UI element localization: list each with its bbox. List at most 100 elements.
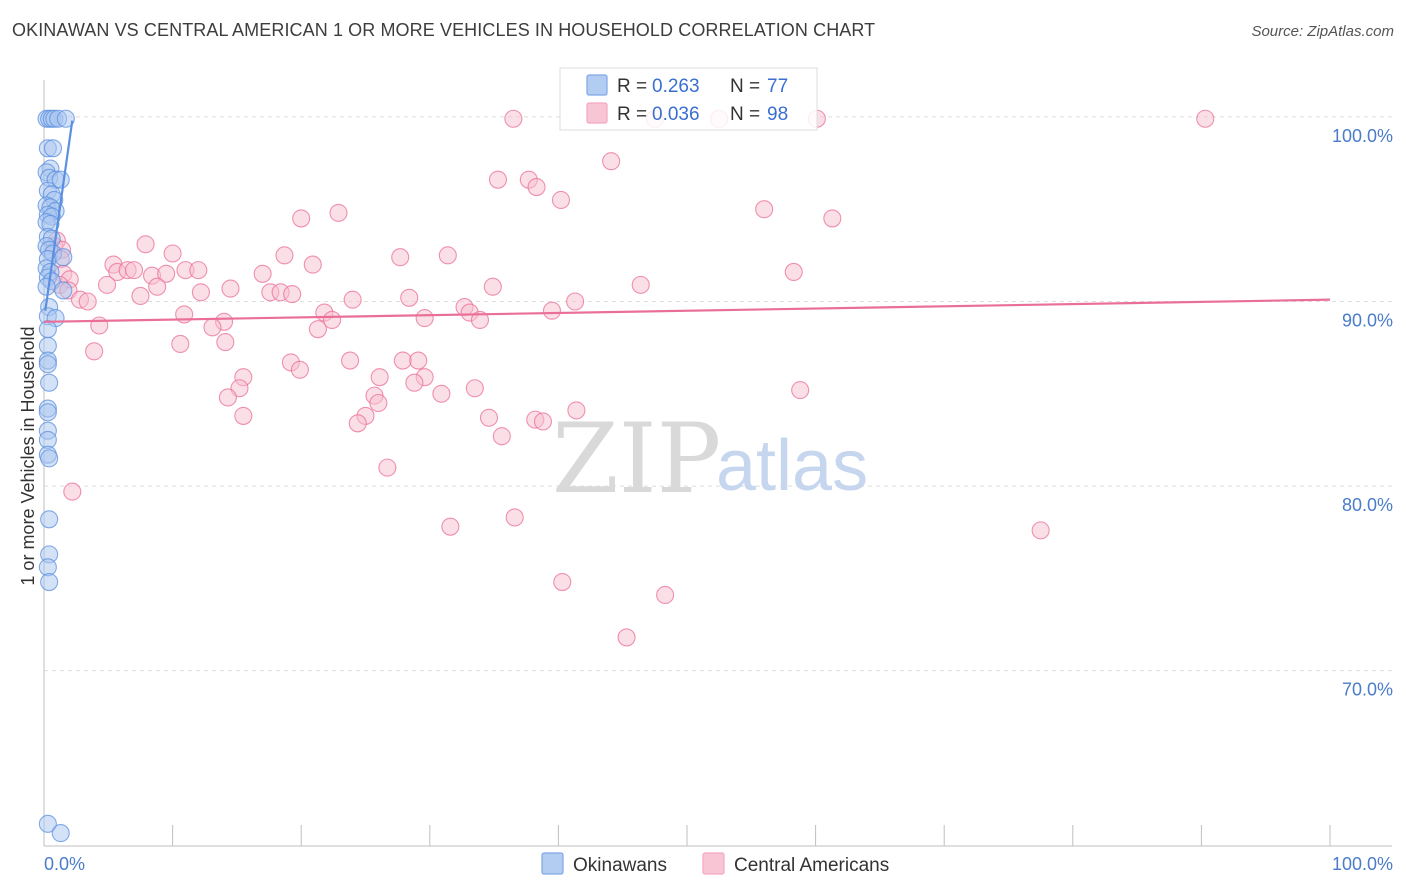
- series-0-point-42: [38, 355, 57, 374]
- series-1-point-93: [63, 482, 82, 501]
- series-1-point-94: [505, 508, 524, 527]
- series-0-point-53: [40, 573, 59, 592]
- series-1-point-89: [533, 412, 553, 431]
- series-1-point-81: [432, 384, 451, 403]
- series-0-point-34: [37, 277, 56, 296]
- series-1-point-46: [283, 285, 302, 304]
- series-1-point-8: [527, 178, 546, 197]
- series-1-point-0: [504, 109, 523, 128]
- series-1-point-4: [1196, 109, 1215, 128]
- series-0-point-45: [38, 403, 57, 422]
- series-0-point-35: [54, 281, 73, 300]
- central-americans-legend-swatch: [586, 102, 608, 124]
- series-1-point-9: [551, 190, 571, 210]
- series-1-point-97: [553, 573, 572, 592]
- legend-r-value-central-americans: 0.036: [652, 104, 700, 125]
- series-1-point-6: [488, 170, 508, 189]
- stats-legend: R = 0.263 N = 77 R = 0.036 N = 98: [559, 67, 818, 131]
- series-0-point-49: [40, 449, 59, 468]
- series-0-point-43: [40, 373, 59, 392]
- series-1-point-27: [124, 261, 144, 280]
- okinawans-series-label: Okinawans: [573, 855, 667, 876]
- series-0-point-29: [54, 248, 73, 267]
- series-1-point-92: [378, 458, 397, 477]
- series-0-point-39: [38, 320, 57, 339]
- series-1-point-72: [290, 360, 309, 379]
- series-1-point-29: [157, 264, 176, 283]
- central-americans-series-label: Central Americans: [734, 855, 889, 876]
- y-axis-tick-labels: 100.0% 90.0% 80.0% 70.0%: [1332, 126, 1393, 700]
- series-1-point-32: [253, 264, 272, 283]
- series-1-point-49: [131, 286, 150, 306]
- series-1-point-67: [85, 342, 104, 361]
- series-1-point-70: [393, 351, 412, 370]
- y-tick-label-3: 70.0%: [1342, 680, 1393, 700]
- series-1-point-95: [441, 517, 460, 536]
- series-1-point-52: [566, 292, 585, 311]
- series-1-point-78: [465, 379, 484, 398]
- y-tick-label-2: 80.0%: [1342, 495, 1393, 515]
- series-1-point-62: [90, 316, 109, 335]
- series-1-point-10: [755, 200, 774, 219]
- series-0-point-5: [56, 109, 75, 128]
- series-1-point-76: [405, 373, 424, 392]
- series-1-point-83: [567, 401, 586, 420]
- series-1-point-21: [438, 246, 457, 265]
- series-0-point-55: [51, 824, 70, 843]
- series-1-point-50: [343, 290, 362, 309]
- series-0-trendline: [44, 120, 74, 311]
- x-axis-ticks: [172, 825, 1331, 846]
- legend-r-label-okinawans: R =: [617, 76, 647, 97]
- series-1-point-74: [370, 368, 389, 387]
- legend-n-label-central-americans: N =: [730, 104, 760, 125]
- series-1-point-33: [784, 262, 803, 282]
- chart-title: OKINAWAN VS CENTRAL AMERICAN 1 OR MORE V…: [12, 20, 876, 40]
- series-1-point-64: [308, 320, 327, 339]
- y-tick-label-1: 90.0%: [1342, 310, 1393, 330]
- series-1-point-79: [218, 388, 237, 407]
- series-1-point-37: [97, 275, 117, 294]
- y-axis-label: 1 or more Vehicles in Household: [18, 326, 38, 585]
- series-1-trendline: [43, 298, 1331, 323]
- series-0-point-50: [40, 510, 59, 529]
- series-1-point-18: [163, 244, 182, 263]
- series-1-point-60: [415, 309, 434, 328]
- y-tick-label-0: 100.0%: [1332, 126, 1393, 146]
- central-americans-series-swatch: [702, 852, 725, 875]
- x-tick-label-max: 100.0%: [1332, 854, 1393, 874]
- series-1-point-5: [602, 152, 621, 171]
- series-0: [37, 109, 75, 843]
- series-1-point-96: [1031, 521, 1050, 540]
- okinawans-series-swatch: [541, 852, 564, 875]
- series-1-point-99: [617, 628, 636, 647]
- watermark-zip: ZIP: [552, 403, 721, 515]
- series-1-point-24: [303, 255, 322, 274]
- series-1-point-19: [275, 246, 294, 265]
- watermark-atlas: atlas: [716, 426, 868, 506]
- series-0-point-7: [43, 139, 63, 158]
- series-legend: Okinawans Central Americans: [541, 852, 889, 876]
- series-1-point-31: [189, 261, 208, 280]
- legend-n-value-central-americans: 98: [767, 104, 788, 125]
- source-attribution: Source: ZipAtlas.com: [1251, 23, 1394, 40]
- series-1-point-69: [341, 351, 360, 370]
- series-1-point-98: [656, 585, 675, 605]
- series-1-point-88: [348, 414, 367, 433]
- series-1-point-38: [148, 277, 167, 296]
- okinawans-legend-swatch: [586, 74, 608, 96]
- series-1-point-17: [136, 235, 155, 254]
- series-1-point-20: [391, 248, 410, 267]
- series-1-point-48: [78, 292, 97, 311]
- series-1-point-11: [329, 203, 348, 222]
- series-1-point-51: [400, 288, 419, 307]
- legend-n-label-okinawans: N =: [730, 76, 760, 97]
- series-1-point-65: [171, 334, 190, 353]
- series-1-point-61: [470, 310, 490, 330]
- series-1-point-91: [492, 427, 511, 446]
- series-1-point-84: [234, 406, 253, 425]
- series-1-point-41: [631, 275, 650, 294]
- series-1-point-13: [823, 209, 842, 228]
- x-tick-label-min: 0.0%: [44, 854, 85, 874]
- legend-n-value-okinawans: 77: [767, 76, 788, 97]
